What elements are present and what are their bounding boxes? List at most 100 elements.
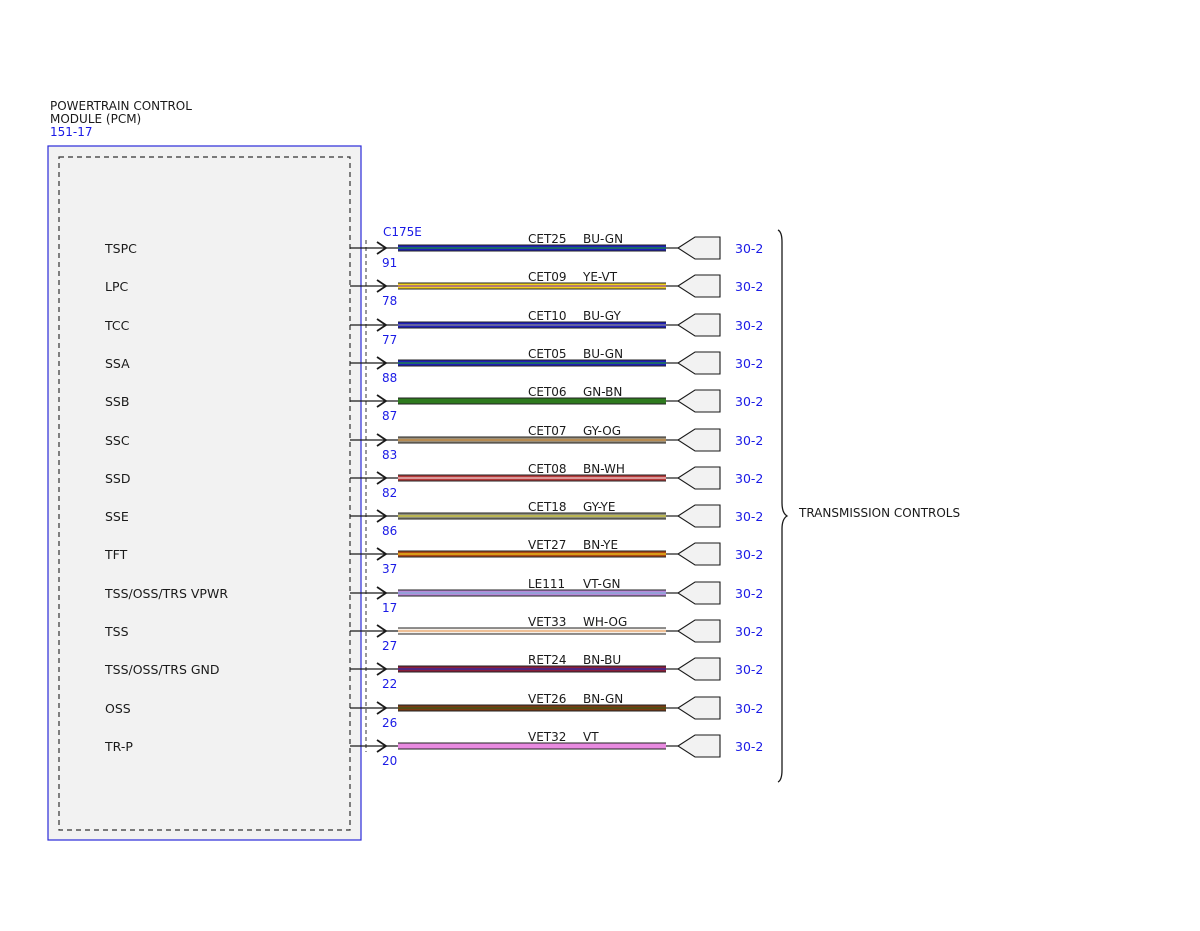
page-ref-link[interactable]: 30-2 (735, 394, 763, 409)
connector-terminal-icon (676, 389, 721, 413)
wire-stripe (398, 362, 666, 364)
connector-arrow-icon (376, 394, 388, 408)
circuit-row: SSE 86 CET18 GY-YE 30-2 (105, 500, 763, 538)
circuit-id: CET05 (528, 347, 567, 361)
circuit-id: VET26 (528, 692, 566, 706)
signal-label: TR-P (104, 739, 133, 754)
signal-label: SSB (105, 394, 129, 409)
connector-label: C175E (383, 225, 422, 239)
wire-stripe (398, 592, 666, 594)
wire-stripe (398, 324, 666, 326)
connector-terminal-icon (676, 696, 721, 720)
page-ref-link[interactable]: 30-2 (735, 624, 763, 639)
signal-label: LPC (105, 279, 129, 294)
connector-terminal-icon (676, 657, 721, 681)
signal-label: TSS/OSS/TRS VPWR (104, 586, 228, 601)
page-ref-link[interactable]: 30-2 (735, 356, 763, 371)
pin-number: 88 (382, 371, 397, 385)
circuit-row: TCC 77 CET10 BU-GY 30-2 (104, 309, 763, 347)
circuit-id: RET24 (528, 653, 567, 667)
page-ref-link[interactable]: 30-2 (735, 662, 763, 677)
circuit-id: CET08 (528, 462, 567, 476)
circuit-row: LPC 78 CET09 YE-VT 30-2 (105, 270, 763, 308)
connector-terminal-icon (676, 542, 721, 566)
pin-number: 87 (382, 409, 397, 423)
page-ref-link[interactable]: 30-2 (735, 318, 763, 333)
group-brace (777, 229, 789, 783)
circuit-row: SSA 88 CET05 BU-GN 30-2 (105, 347, 763, 385)
connector-terminal-icon (676, 619, 721, 643)
wire-stripe (398, 553, 666, 555)
wire-stripe (398, 247, 666, 249)
pcm-module-box (47, 145, 362, 841)
connector-arrow-icon (376, 471, 388, 485)
wire-color-code: BN-YE (583, 538, 618, 552)
group-label: TRANSMISSION CONTROLS (798, 506, 960, 520)
circuit-id: VET33 (528, 615, 566, 629)
wire-color-code: GN-BN (583, 385, 622, 399)
pin-number: 86 (382, 524, 397, 538)
pin-number: 83 (382, 448, 397, 462)
circuit-id: CET18 (528, 500, 567, 514)
pin-number: 27 (382, 639, 397, 653)
connector-arrow-icon (376, 701, 388, 715)
circuit-row: TR-P 20 VET32 VT 30-2 (104, 730, 763, 768)
connector-arrow-icon (376, 356, 388, 370)
wire-stripe (398, 400, 666, 402)
signal-label: TSPC (104, 241, 137, 256)
circuit-id: CET06 (528, 385, 567, 399)
connector-terminal-icon (676, 236, 721, 260)
page-ref-link[interactable]: 30-2 (735, 739, 763, 754)
wire-color-code: BU-GN (583, 232, 623, 246)
circuit-row: TSS 27 VET33 WH-OG 30-2 (104, 615, 763, 653)
page-ref-link[interactable]: 30-2 (735, 433, 763, 448)
module-name-line2: MODULE (PCM) (50, 112, 141, 126)
wire-color-code: VT-GN (583, 577, 620, 591)
connector-arrow-icon (376, 547, 388, 561)
signal-label: TFT (104, 547, 128, 562)
circuit-id: CET07 (528, 424, 567, 438)
connector-arrow-icon (376, 509, 388, 523)
connector-terminal-icon (676, 734, 721, 758)
signal-label: SSD (105, 471, 131, 486)
connector-arrow-icon (376, 241, 388, 255)
wire-color-code: BN-GN (583, 692, 623, 706)
page-ref-link[interactable]: 30-2 (735, 701, 763, 716)
circuit-id: VET32 (528, 730, 566, 744)
connector-arrow-icon (376, 318, 388, 332)
page-ref-link[interactable]: 30-2 (735, 509, 763, 524)
circuit-row: TSPC 91 CET25 BU-GN 30-2 (104, 232, 763, 270)
signal-label: SSC (105, 433, 130, 448)
wire-stripe (398, 439, 666, 441)
pin-number: 91 (382, 256, 397, 270)
page-ref-link[interactable]: 30-2 (735, 279, 763, 294)
signal-label: OSS (105, 701, 131, 716)
signal-label: TSS/OSS/TRS GND (104, 662, 220, 677)
connector-terminal-icon (676, 274, 721, 298)
wire-stripe (398, 668, 666, 670)
page-ref-link[interactable]: 30-2 (735, 586, 763, 601)
wire-color-code: VT (583, 730, 599, 744)
wire-color-code: BU-GN (583, 347, 623, 361)
circuit-row: TSS/OSS/TRS GND 22 RET24 BN-BU 30-2 (104, 653, 763, 691)
wire-stripe (398, 745, 666, 747)
circuit-id: CET25 (528, 232, 567, 246)
module-ref-link[interactable]: 151-17 (50, 125, 93, 139)
pin-number: 77 (382, 333, 397, 347)
page-ref-link[interactable]: 30-2 (735, 547, 763, 562)
pcm-module-inner-box (58, 156, 351, 831)
connector-terminal-icon (676, 581, 721, 605)
signal-label: TCC (104, 318, 130, 333)
page-ref-link[interactable]: 30-2 (735, 471, 763, 486)
circuit-id: LE111 (528, 577, 565, 591)
page-ref-link[interactable]: 30-2 (735, 241, 763, 256)
pin-number: 20 (382, 754, 397, 768)
connector-arrow-icon (376, 662, 388, 676)
wire-stripe (398, 477, 666, 479)
wire-color-code: BN-WH (583, 462, 625, 476)
signal-label: SSE (105, 509, 129, 524)
circuit-row: TFT 37 VET27 BN-YE 30-2 (104, 538, 763, 576)
connector-terminal-icon (676, 428, 721, 452)
wire-stripe (398, 630, 666, 632)
